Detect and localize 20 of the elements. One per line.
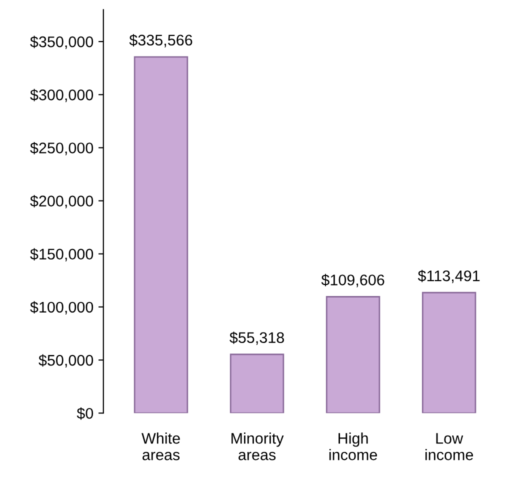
bar: [422, 292, 476, 414]
x-tick-label: White areas: [142, 432, 180, 460]
data-label: $335,566: [129, 34, 192, 48]
y-tick-label: $150,000: [30, 248, 94, 262]
y-tick-label: $200,000: [30, 195, 94, 208]
x-tick-label: Low income: [425, 433, 473, 460]
y-tick-label: $50,000: [38, 354, 94, 368]
y-tick-label: $300,000: [30, 88, 94, 102]
x-tick-label: Minority areas: [232, 432, 284, 460]
bar: [134, 56, 188, 414]
x-tick-label: High income: [329, 432, 377, 460]
y-tick-label: $100,000: [30, 301, 94, 314]
bar: [326, 296, 380, 414]
bar: [230, 354, 284, 414]
data-label: $109,606: [321, 274, 384, 288]
y-tick-label: $350,000: [30, 36, 94, 50]
data-label: $55,318: [230, 332, 284, 345]
y-tick-label: $0: [76, 407, 94, 420]
data-label: $113,491: [418, 270, 480, 284]
y-tick-label: $250,000: [30, 142, 94, 156]
